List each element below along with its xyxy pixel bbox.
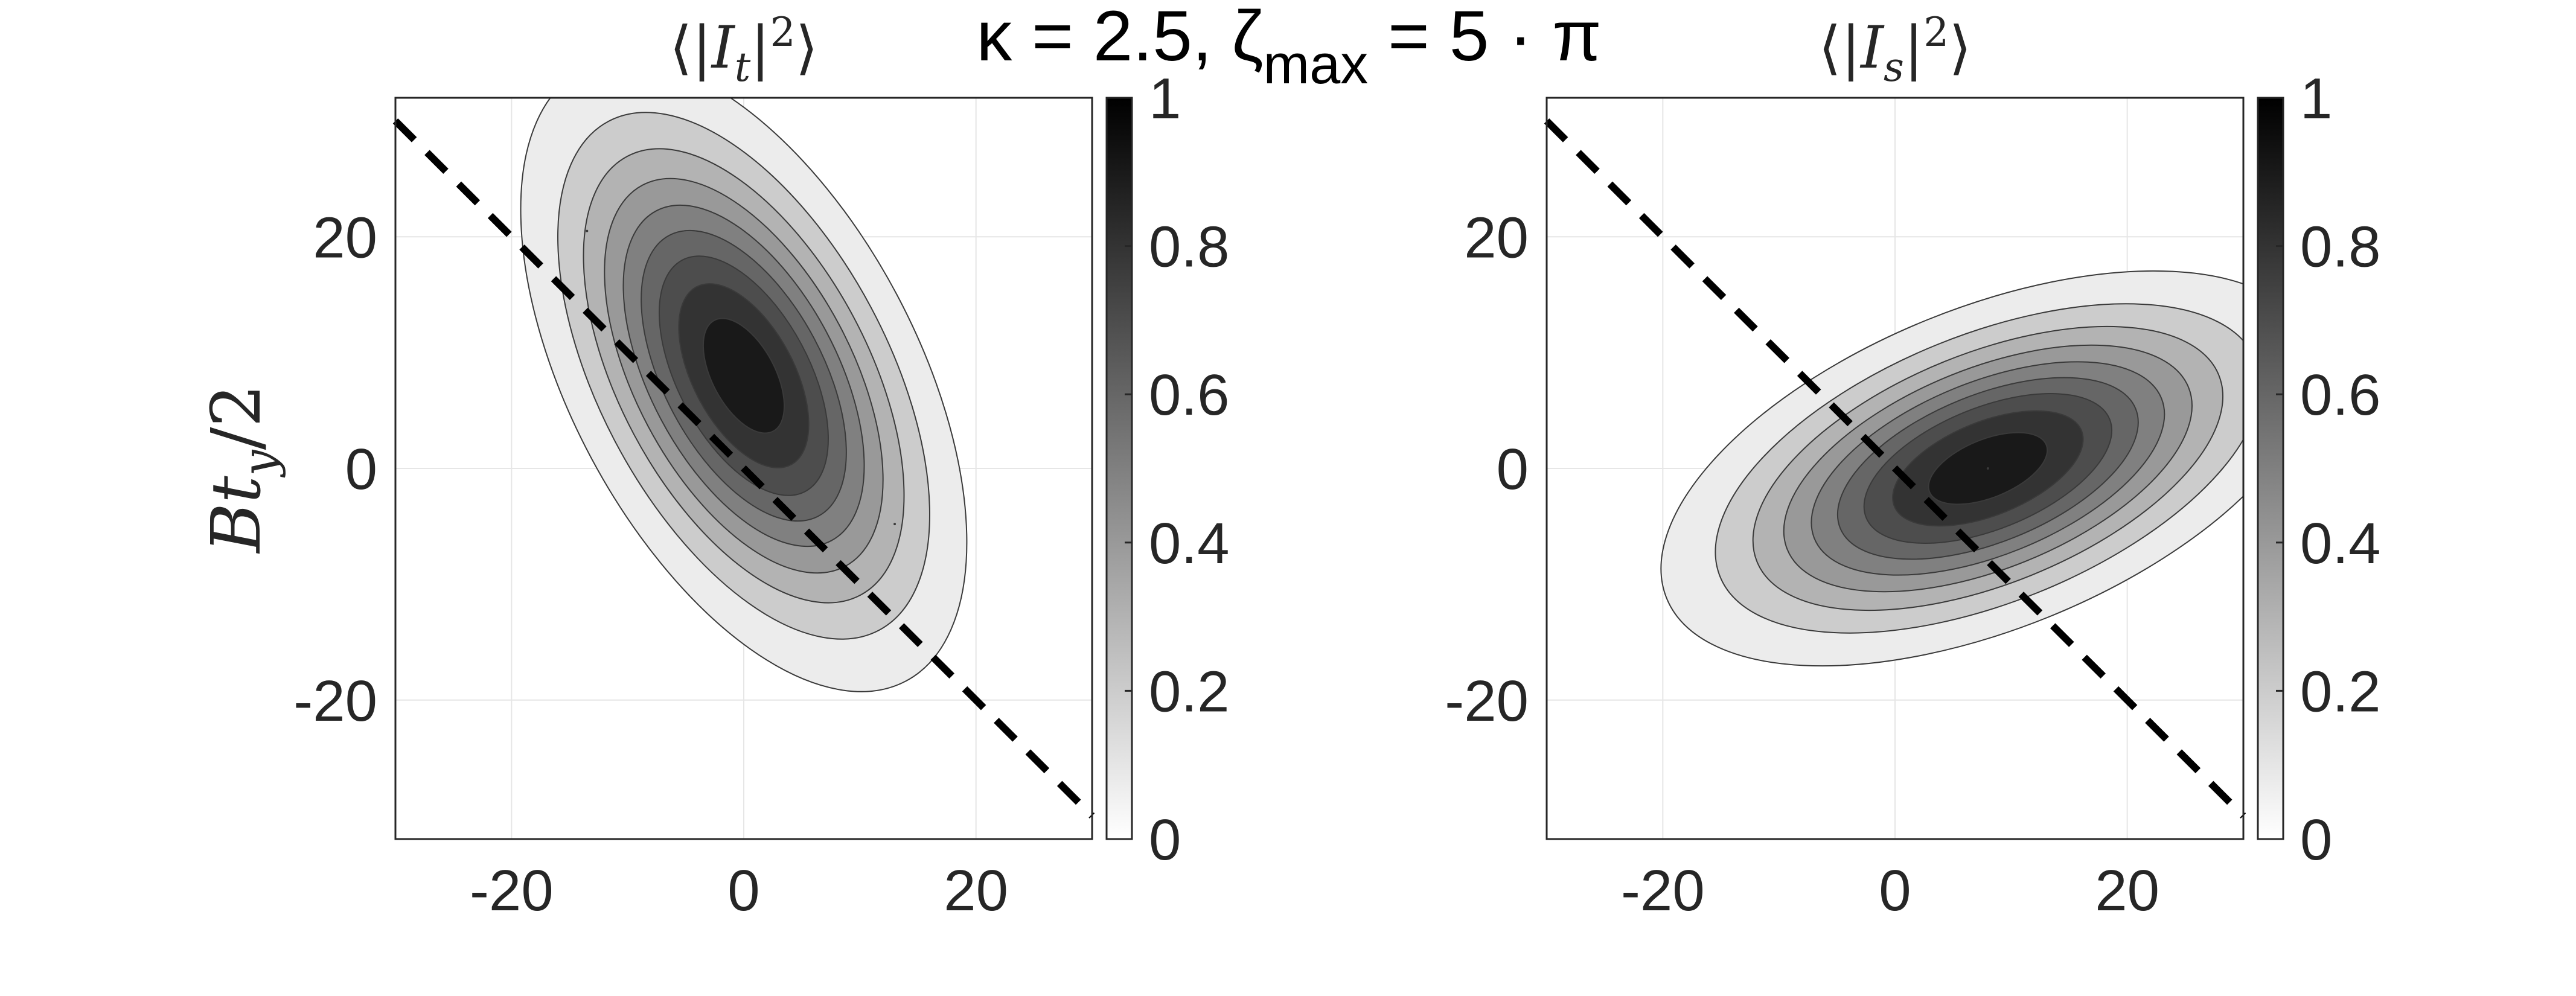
right-title-end: ⟩ [1949, 14, 1971, 81]
left-contour-peak0-level-8 [702, 318, 785, 434]
right-ytick-label: -20 [1445, 669, 1529, 733]
right-colorbar-tick-label: 0 [2300, 808, 2332, 872]
left-title-sub: t [735, 44, 751, 91]
right-dashed-line [1544, 118, 2246, 819]
left-axes-box [394, 97, 1093, 840]
right-colorbar-tick-label: 0.6 [2300, 363, 2380, 427]
left-ylabel-sub: y [232, 449, 286, 477]
left-ytick-label: 0 [345, 437, 377, 502]
right-colorbar-tick-label: 0.8 [2300, 215, 2380, 279]
left-ylabel-main: Bt [197, 475, 276, 554]
left-contour-peak2-level-0 [893, 523, 896, 526]
right-title: ⟨|Is|2⟩ [1818, 9, 1971, 91]
right-xtick-label: 20 [2095, 858, 2159, 923]
right-colorbar-tick-label: 0.2 [2300, 659, 2380, 724]
left-title-var: I [711, 14, 736, 81]
right-colorbar-ticks: 0 0.2 0.4 0.6 0.8 1 [2276, 66, 2380, 872]
left-title: ⟨|It|2⟩ [670, 9, 818, 91]
right-ytick-label: 0 [1497, 437, 1529, 502]
left-title-end: ⟩ [796, 14, 818, 81]
right-ytick-label: 20 [1464, 205, 1529, 270]
left-title-open: ⟨| [670, 14, 712, 81]
left-ytick-label: -20 [293, 669, 377, 733]
left-colorbar-tick-label: 0.2 [1149, 659, 1229, 724]
left-colorbar-tick-label: 0.8 [1149, 215, 1229, 279]
left-xtick-labels: -20 0 20 [470, 858, 1008, 923]
right-contour-fill [1660, 270, 2243, 667]
right-colorbar-tick-label: 1 [2300, 66, 2332, 131]
right-title-sub: s [1884, 44, 1904, 91]
right-axes-box [1545, 97, 2245, 840]
left-title-close: | [750, 14, 770, 81]
left-colorbar-tick-label: 0.6 [1149, 363, 1229, 427]
left-contour-peak1-level-0 [586, 229, 589, 232]
right-xtick-label: -20 [1621, 858, 1705, 923]
right-title-sup: 2 [1923, 9, 1949, 56]
left-colorbar-tick-label: 0 [1149, 808, 1181, 872]
left-colorbar-tick-label: 1 [1149, 66, 1181, 131]
left-ytick-labels: -20 0 20 [293, 205, 377, 733]
right-panel: -20 0 20 -20 0 20 ⟨|Is|2⟩ 0 0.2 0.4 0.6 0.8 1 [1445, 9, 2380, 923]
left-ylabel-tail: /2 [197, 384, 276, 450]
right-contour-peak1-level-0 [1986, 467, 1989, 470]
left-colorbar-tick-label: 0.4 [1149, 511, 1229, 576]
figure-title-suffix: = 5 · π [1368, 0, 1601, 76]
left-ylabel: Bty/2 [197, 384, 286, 554]
right-title-var: I [1859, 14, 1885, 81]
left-panel: -20 0 20 -20 0 20 ⟨|It|2⟩ Bty/2 0 0.2 0.4 0.6 0.… [197, 9, 1229, 923]
right-xtick-labels: -20 0 20 [1621, 858, 2159, 923]
left-xtick-label: 0 [727, 858, 759, 923]
figure-title-subscript: max [1263, 34, 1368, 95]
left-colorbar-ticks: 0 0.2 0.4 0.6 0.8 1 [1125, 66, 1229, 872]
left-ytick-label: 20 [313, 205, 377, 270]
right-xtick-label: 0 [1879, 858, 1911, 923]
left-xtick-label: 20 [944, 858, 1008, 923]
right-title-open: ⟨| [1818, 14, 1861, 81]
figure-title: κ = 2.5, ζmax = 5 · π [976, 0, 1601, 95]
left-dashed-line [392, 118, 1095, 819]
left-xtick-label: -20 [470, 858, 554, 923]
right-colorbar-tick-label: 0.4 [2300, 511, 2380, 576]
figure-title-prefix: κ = 2.5, ζ [976, 0, 1263, 76]
right-colorbar [2257, 97, 2284, 840]
right-ytick-labels: -20 0 20 [1445, 205, 1529, 733]
left-contour-fill [520, 98, 968, 692]
left-colorbar [1105, 97, 1133, 840]
left-title-sup: 2 [770, 9, 796, 56]
right-title-close: | [1904, 14, 1923, 81]
